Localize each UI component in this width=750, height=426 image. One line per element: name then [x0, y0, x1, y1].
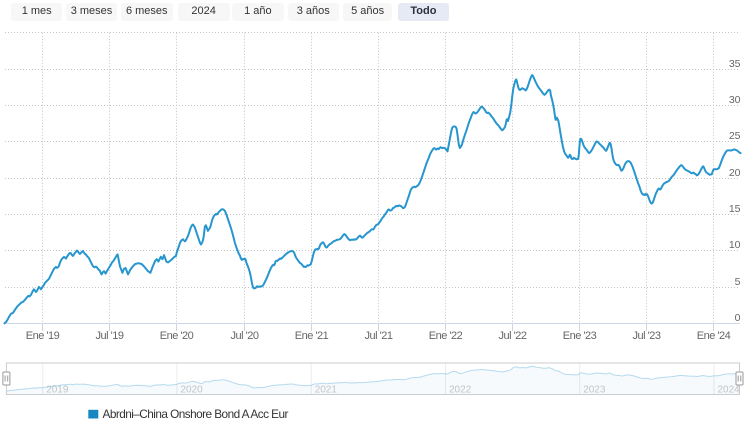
svg-text:20: 20	[729, 167, 741, 179]
svg-text:Abrdni–China Onshore Bond A Ac: Abrdni–China Onshore Bond A Acc Eur	[103, 407, 289, 421]
svg-text:35: 35	[729, 58, 741, 70]
svg-text:2019: 2019	[46, 384, 69, 395]
svg-text:2023: 2023	[583, 384, 606, 395]
svg-text:Ene '23: Ene '23	[563, 330, 597, 342]
svg-text:Ene '19: Ene '19	[26, 330, 60, 342]
svg-text:Jul '23: Jul '23	[633, 330, 661, 342]
svg-text:2020: 2020	[180, 384, 203, 395]
svg-text:2022: 2022	[449, 384, 472, 395]
svg-text:Jul '21: Jul '21	[365, 330, 393, 342]
svg-text:2021: 2021	[315, 384, 338, 395]
svg-text:Ene '20: Ene '20	[160, 330, 194, 342]
svg-text:0: 0	[735, 312, 741, 324]
svg-text:5: 5	[735, 276, 741, 288]
svg-text:15: 15	[729, 203, 741, 215]
svg-text:Jul '19: Jul '19	[96, 330, 124, 342]
svg-text:10: 10	[729, 239, 741, 251]
svg-text:Ene '21: Ene '21	[295, 330, 329, 342]
svg-text:Ene '24: Ene '24	[697, 330, 731, 342]
svg-text:25: 25	[729, 130, 741, 142]
svg-text:Jul '20: Jul '20	[231, 330, 259, 342]
svg-text:2024: 2024	[718, 384, 741, 395]
svg-text:Jul '22: Jul '22	[499, 330, 527, 342]
svg-text:30: 30	[729, 94, 741, 106]
svg-text:Ene '22: Ene '22	[429, 330, 463, 342]
